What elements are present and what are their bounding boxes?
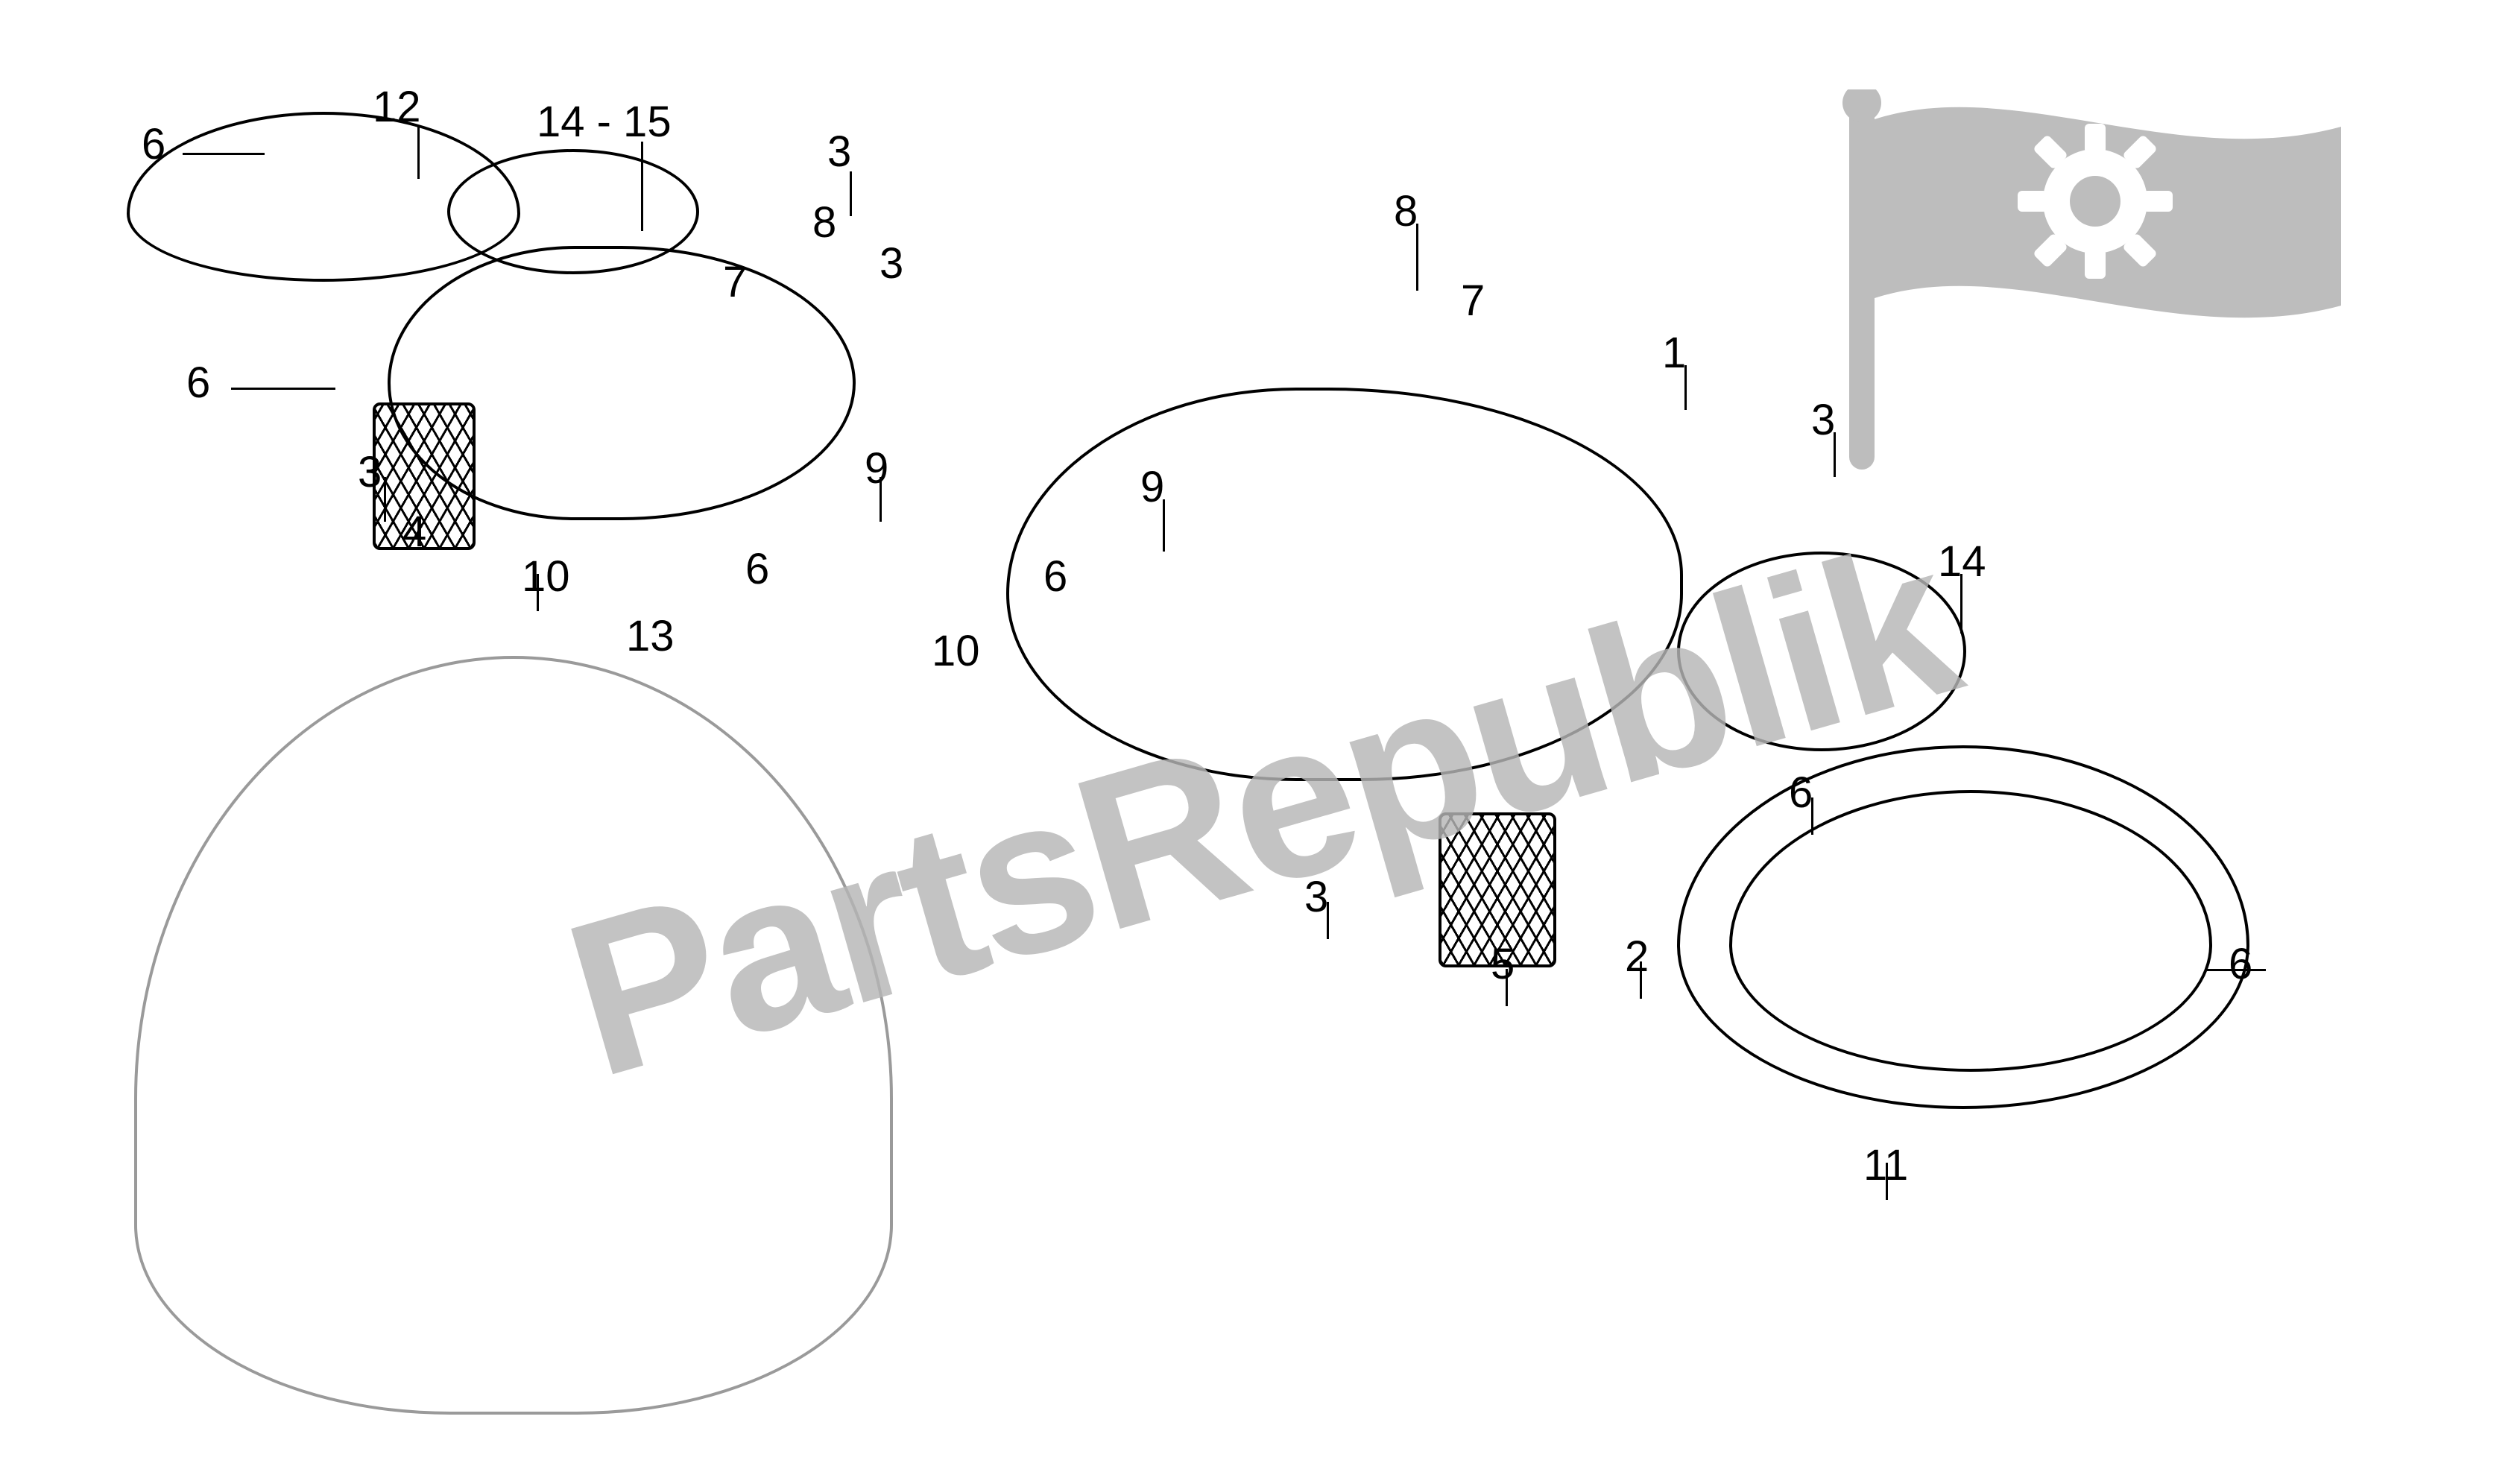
callout-c6d: 6 [1043, 552, 1067, 601]
callout-c3b: 3 [880, 239, 903, 288]
lead-line [384, 477, 386, 522]
callout-c6e: 6 [1789, 768, 1813, 818]
callout-c8b: 8 [1394, 186, 1418, 236]
callout-c9b: 9 [1140, 462, 1164, 512]
lead-line [850, 171, 852, 216]
parts-diagram-page: PartsRepublik 61214 - 153837634101369871… [0, 0, 2520, 1472]
callout-c7b: 7 [1461, 276, 1485, 326]
callout-c6f: 6 [2229, 939, 2252, 989]
right-duct-main [1006, 388, 1683, 781]
callout-c10a: 10 [522, 552, 570, 601]
callout-c13: 13 [626, 611, 675, 661]
right-rear-hose [1677, 552, 1966, 751]
callout-c8a: 8 [812, 198, 836, 247]
callout-c3a: 3 [827, 127, 851, 177]
callout-c6c: 6 [745, 544, 769, 594]
callout-c12: 12 [373, 82, 421, 132]
callout-c6b: 6 [186, 358, 210, 408]
callout-c14b: 14 [1938, 537, 1986, 587]
callout-c1: 1 [1662, 328, 1686, 378]
callout-c2: 2 [1625, 932, 1649, 982]
callout-c7a: 7 [723, 257, 747, 307]
front-fairing-outline [134, 656, 893, 1415]
callout-c9a: 9 [865, 443, 888, 493]
callout-c3c: 3 [358, 447, 382, 497]
lead-line [417, 127, 420, 179]
partsrepublik-logo [1819, 89, 2371, 477]
lead-line [231, 388, 335, 390]
lead-line [641, 142, 643, 231]
callout-c6a: 6 [142, 119, 165, 169]
callout-c4: 4 [402, 507, 426, 557]
callout-c5: 5 [1491, 939, 1515, 989]
callout-c10b: 10 [932, 626, 980, 676]
callout-c3d: 3 [1811, 395, 1835, 445]
callout-c14_15: 14 - 15 [537, 97, 672, 147]
lead-line [183, 153, 265, 155]
callout-c3e: 3 [1304, 872, 1328, 922]
callout-c11: 11 [1863, 1140, 1908, 1190]
